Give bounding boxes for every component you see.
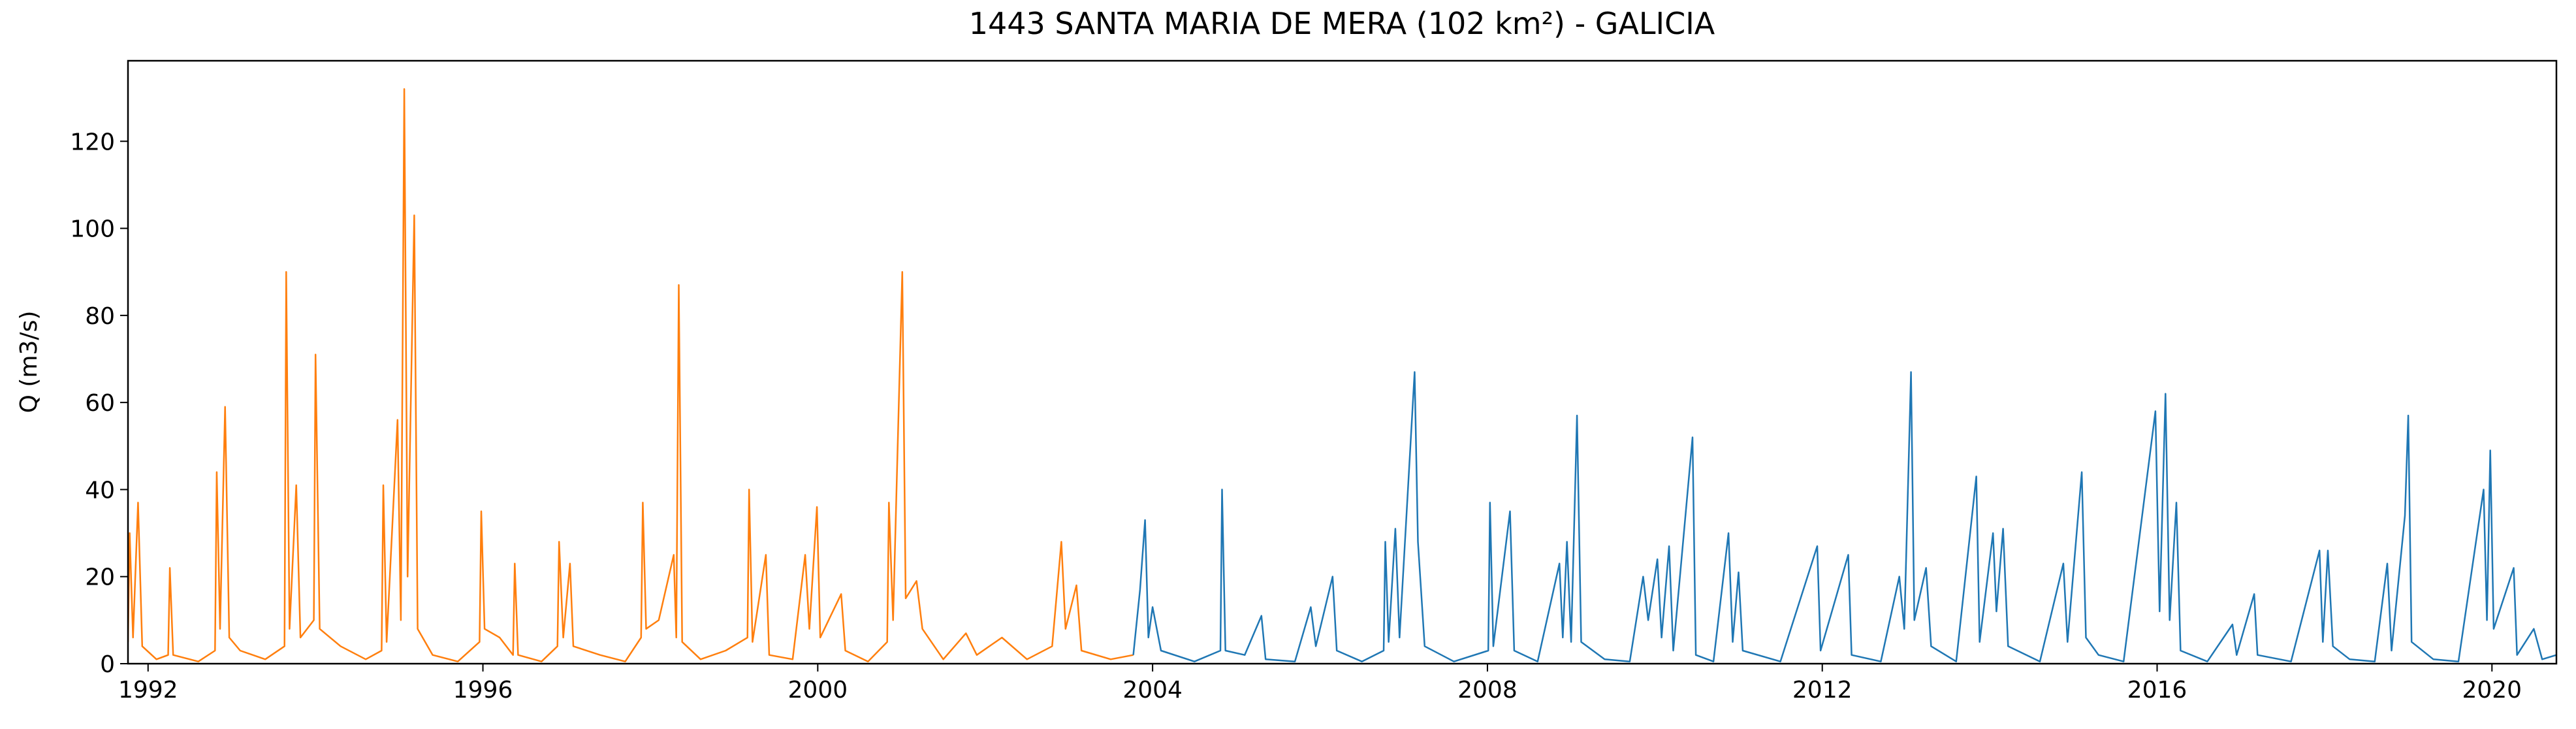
y-axis-label: Q (m3/s): [16, 311, 42, 413]
x-tick-label: 2020: [2462, 677, 2522, 704]
chart-title: 1443 SANTA MARIA DE MERA (102 km²) - GAL…: [969, 6, 1715, 41]
y-tick-label: 120: [70, 129, 115, 155]
x-tick-label: 2012: [1792, 677, 1852, 704]
x-tick-label: 2004: [1122, 677, 1183, 704]
x-tick-label: 1996: [453, 677, 513, 704]
y-tick-label: 20: [85, 564, 115, 591]
series-line: [128, 88, 1134, 662]
y-tick-label: 0: [100, 651, 115, 678]
plot-frame: [127, 59, 2558, 665]
x-tick-label: 2000: [788, 677, 848, 704]
x-tick-label: 2008: [1457, 677, 1518, 704]
y-tick-label: 80: [85, 303, 115, 330]
x-tick-label: 2016: [2127, 677, 2187, 704]
y-tick-label: 40: [85, 477, 115, 504]
y-tick-label: 60: [85, 390, 115, 417]
series-line: [1132, 371, 2556, 662]
y-tick-label: 100: [70, 216, 115, 243]
x-tick-label: 1992: [118, 677, 178, 704]
